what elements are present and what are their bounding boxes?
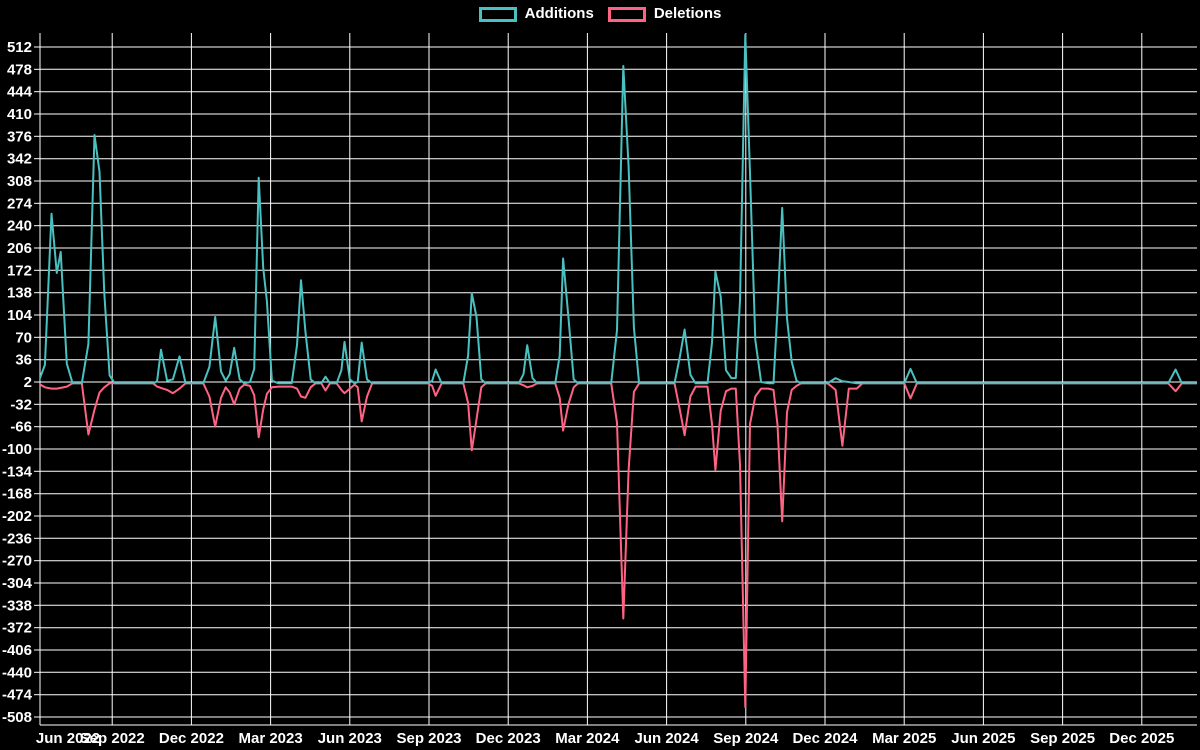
- y-tick-label: 376: [7, 128, 32, 145]
- x-tick-label: Mar 2025: [872, 730, 936, 747]
- y-tick-label: -32: [10, 396, 32, 413]
- y-tick-label: 342: [7, 151, 32, 168]
- y-tick-label: -100: [2, 441, 32, 458]
- y-tick-label: -202: [2, 508, 32, 525]
- y-tick-label: -406: [2, 642, 32, 659]
- y-tick-label: -168: [2, 486, 32, 503]
- y-tick-label: -508: [2, 709, 32, 726]
- x-tick-label: Mar 2024: [555, 730, 620, 747]
- deletions-line: [40, 382, 1197, 709]
- y-tick-label: 274: [7, 195, 33, 212]
- y-tick-label: 240: [7, 218, 32, 235]
- x-tick-label: Sep 2023: [396, 730, 461, 747]
- x-tick-label: Jun 2024: [634, 730, 699, 747]
- y-tick-label: -440: [2, 664, 32, 681]
- legend-item-deletions[interactable]: Deletions: [607, 5, 722, 23]
- y-tick-label: 410: [7, 106, 32, 123]
- y-tick-label: 70: [15, 329, 32, 346]
- legend-item-additions[interactable]: Additions: [478, 5, 594, 23]
- additions-swatch-icon: [478, 6, 517, 22]
- additions-line: [40, 33, 1197, 385]
- deletions-swatch-icon: [607, 6, 646, 22]
- x-tick-label: Mar 2023: [238, 730, 302, 747]
- y-tick-label: -66: [10, 419, 32, 436]
- y-tick-label: -270: [2, 553, 32, 570]
- y-tick-label: 172: [7, 262, 32, 279]
- x-tick-label: Sep 2025: [1030, 730, 1095, 747]
- y-grid: [34, 46, 1197, 718]
- y-tick-label: 104: [7, 307, 33, 324]
- x-tick-label: Dec 2025: [1109, 730, 1174, 747]
- x-tick-label: Jun 2022: [36, 730, 100, 747]
- y-tick-label: 512: [7, 39, 32, 56]
- y-tick-label: 444: [7, 84, 33, 101]
- y-tick-label: -474: [2, 687, 33, 704]
- y-tick-label: 36: [15, 352, 32, 369]
- x-tick-label: Dec 2023: [476, 730, 541, 747]
- y-tick-label: -236: [2, 530, 32, 547]
- y-tick-label: -304: [2, 575, 33, 592]
- chart-legend: Additions Deletions: [0, 5, 1200, 23]
- y-tick-label: 308: [7, 173, 32, 190]
- x-tick-label: Dec 2024: [792, 730, 858, 747]
- legend-label-additions: Additions: [524, 5, 594, 22]
- y-tick-label: 2: [24, 374, 32, 391]
- x-tick-label: Dec 2022: [159, 730, 224, 747]
- y-tick-label: -372: [2, 620, 32, 637]
- y-tick-label: 478: [7, 61, 32, 78]
- y-tick-label: 206: [7, 240, 32, 257]
- legend-label-deletions: Deletions: [653, 5, 722, 22]
- x-tick-label: Sep 2022: [80, 730, 145, 747]
- x-tick-label: Sep 2024: [713, 730, 779, 747]
- series-lines: [40, 33, 1197, 709]
- y-tick-labels: 512 478 444 410 376 342 308 274 240 206 172 138 104 7…: [2, 39, 33, 726]
- y-tick-label: 138: [7, 285, 32, 302]
- y-tick-label: -134: [2, 463, 33, 480]
- x-tick-label: Jun 2025: [951, 730, 1015, 747]
- y-tick-label: -338: [2, 597, 32, 614]
- x-tick-label: Jun 2023: [318, 730, 382, 747]
